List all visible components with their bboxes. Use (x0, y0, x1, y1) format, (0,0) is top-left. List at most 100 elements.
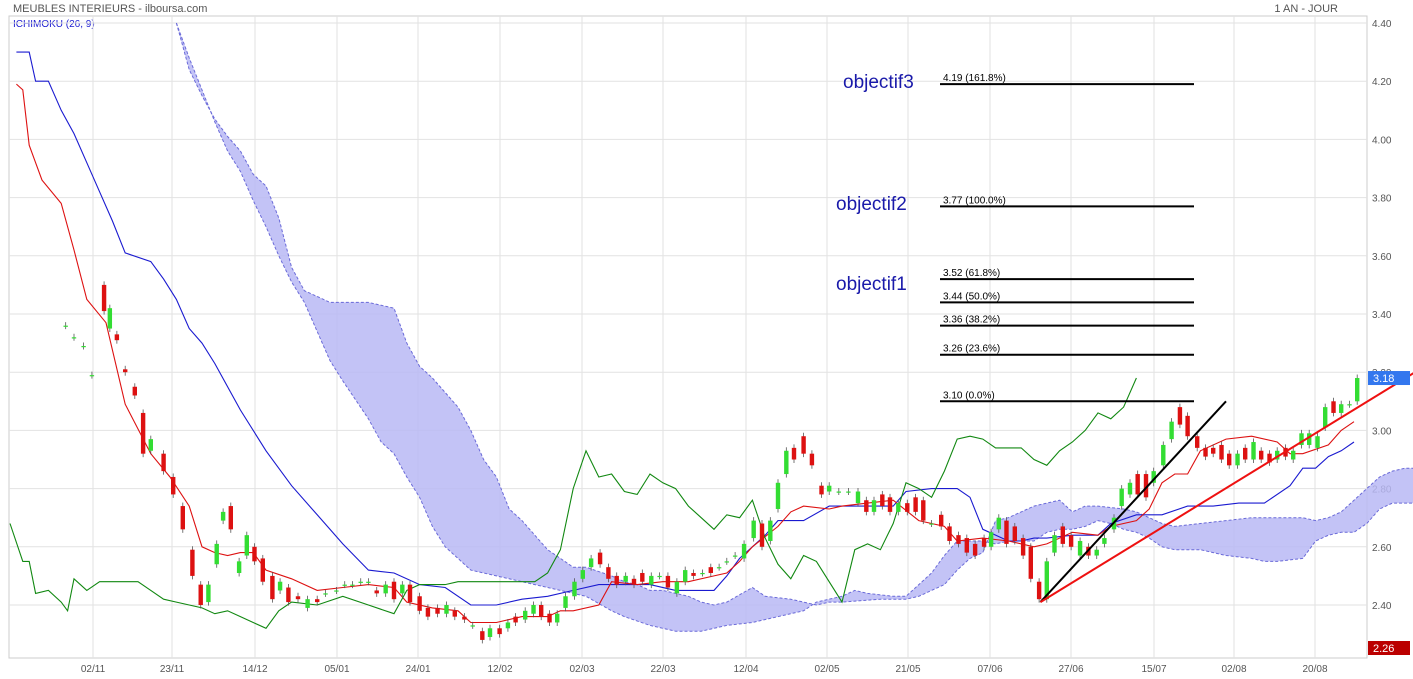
candle-down (791, 447, 797, 460)
candle-up (855, 491, 861, 504)
candle-down (228, 506, 233, 530)
candle-down (880, 494, 885, 507)
candle-up (751, 520, 756, 539)
x-tick-label: 14/12 (242, 664, 267, 675)
candle-up (649, 575, 654, 585)
y-tick-label: 3.00 (1372, 426, 1392, 437)
candle-down (198, 584, 203, 605)
candle-down (1203, 447, 1208, 457)
candle-up (81, 346, 86, 348)
candle-down (417, 596, 422, 611)
candle-down (547, 613, 552, 623)
x-tick-label: 02/08 (1221, 664, 1246, 675)
candle-up (1127, 482, 1133, 495)
candle-down (513, 616, 518, 623)
candle-up (1151, 471, 1156, 483)
tenkan-sen-line (16, 83, 1355, 624)
candle-up (323, 593, 328, 595)
candle-up (871, 500, 877, 512)
candle-up (988, 532, 994, 547)
candle-down (1020, 538, 1026, 556)
y-tick-label: 4.00 (1372, 135, 1392, 146)
candle-up (683, 570, 688, 582)
candle-up (305, 599, 310, 608)
candle-down (614, 575, 619, 585)
candle-down (1068, 535, 1074, 547)
candle-down (1195, 436, 1200, 448)
y-tick-label: 4.40 (1372, 19, 1392, 30)
candle-up (214, 543, 219, 565)
candle-down (435, 607, 440, 614)
candle-down (809, 453, 815, 466)
candle-down (691, 572, 696, 576)
candle-down (981, 538, 987, 547)
fib-level-label: 3.52 (61.8%) (943, 268, 1000, 279)
candle-down (101, 284, 107, 312)
x-tick-label: 02/05 (814, 664, 839, 675)
candle-up (674, 581, 680, 594)
candle-down (1028, 546, 1033, 579)
x-tick-label: 22/03 (650, 664, 675, 675)
candle-down (1177, 407, 1183, 425)
objective-label: objectif3 (843, 72, 914, 93)
x-tick-label: 02/03 (569, 664, 594, 675)
candle-down (864, 500, 869, 512)
fib-level-label: 3.10 (0.0%) (943, 390, 995, 401)
candle-up (623, 575, 628, 582)
candle-down (597, 552, 603, 565)
candle-down (252, 546, 257, 562)
candle-up (1323, 407, 1328, 428)
chikou-span-line (9, 377, 1137, 629)
x-tick-label: 23/11 (160, 664, 185, 675)
candle-down (260, 558, 265, 582)
candle-up (1102, 538, 1107, 544)
candle-down (114, 334, 120, 341)
candle-down (1012, 526, 1017, 541)
candle-down (921, 500, 926, 521)
candle-down (286, 587, 291, 603)
candle-up (836, 491, 841, 493)
candle-up (1315, 436, 1320, 448)
fib-level-label: 3.26 (23.6%) (943, 344, 1000, 355)
candle-down (1185, 415, 1190, 437)
candle-up (846, 491, 851, 493)
candle-down (407, 584, 413, 603)
candle-up (400, 584, 405, 594)
x-tick-label: 05/01 (324, 664, 349, 675)
candle-up (1275, 450, 1280, 460)
candle-up (716, 567, 722, 569)
x-tick-label: 07/06 (977, 664, 1002, 675)
candle-down (631, 578, 637, 585)
candle-down (1219, 444, 1224, 460)
impulse-line (1039, 400, 1227, 603)
senkou-span-a (175, 22, 1413, 606)
candle-down (123, 369, 128, 373)
candle-down (956, 535, 961, 544)
candle-down (759, 523, 765, 547)
candle-up (383, 584, 388, 594)
fib-level-label: 3.44 (50.0%) (943, 291, 1000, 302)
y-tick-label: 3.60 (1372, 252, 1392, 263)
candle-up (1251, 442, 1256, 460)
candle-up (1355, 378, 1360, 402)
candle-up (1161, 444, 1166, 466)
candle-down (913, 497, 918, 512)
candle-up (487, 628, 493, 638)
candle-up (107, 308, 113, 329)
candle-down (606, 567, 611, 579)
candle-up (1291, 450, 1296, 460)
objective-label: objectif2 (836, 194, 907, 215)
x-tick-label: 21/05 (895, 664, 920, 675)
candle-down (964, 538, 969, 553)
candle-down (374, 590, 379, 594)
candle-up (505, 622, 511, 629)
candle-up (1044, 561, 1049, 600)
candle-down (452, 610, 457, 617)
low-price-badge (1368, 641, 1410, 655)
candle-up (572, 581, 577, 597)
candle-down (939, 514, 944, 527)
x-tick-label: 27/06 (1058, 664, 1083, 675)
candle-down (1227, 453, 1232, 466)
